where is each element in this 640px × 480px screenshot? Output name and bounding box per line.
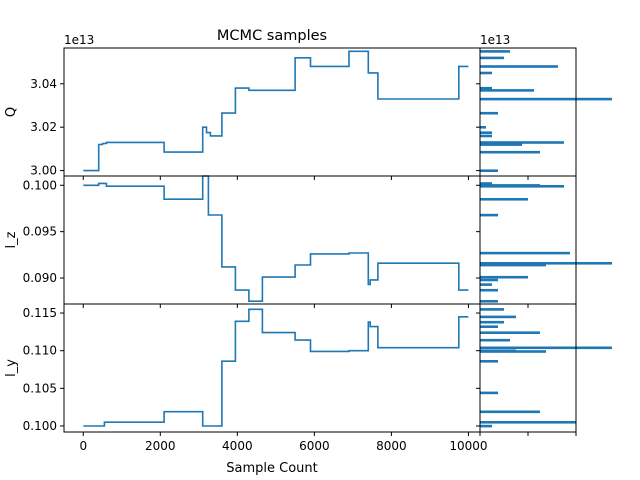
histogram-bar xyxy=(480,288,498,292)
trace-line xyxy=(83,308,469,427)
histogram-bar xyxy=(480,65,558,68)
x-tick-label: 2000 xyxy=(145,439,176,453)
y-tick-label: 3.00 xyxy=(30,164,57,178)
x-tick-label: 8000 xyxy=(376,439,407,453)
histogram-bar xyxy=(480,338,510,342)
y-tick-label: 0.110 xyxy=(23,344,57,358)
hist-offset-label: 1e13 xyxy=(480,33,510,47)
histogram-bar xyxy=(480,325,498,328)
histogram-bar xyxy=(480,275,528,279)
chart-title: MCMC samples xyxy=(217,28,327,44)
y-axis-label: Q xyxy=(4,107,19,117)
histogram-bar xyxy=(480,320,504,324)
histogram-bar xyxy=(480,424,492,428)
histogram-bar xyxy=(480,410,540,414)
histogram-bar xyxy=(480,262,612,265)
y-axis-label: l_z xyxy=(4,231,19,248)
histogram-bar xyxy=(480,134,492,138)
y-tick-label: 3.02 xyxy=(30,120,57,134)
histogram-bar xyxy=(480,169,498,172)
histogram-bar xyxy=(480,89,534,92)
y-tick-label: 0.100 xyxy=(23,419,57,433)
trace-axes-frame xyxy=(63,47,481,177)
histogram-bar xyxy=(480,182,492,185)
histogram-axes-frame xyxy=(479,175,577,305)
histogram-bar xyxy=(480,143,522,146)
histogram-bar xyxy=(480,50,510,53)
histogram-bar xyxy=(480,331,540,334)
histogram-bar xyxy=(480,71,492,75)
histogram-bar xyxy=(480,308,504,311)
y-axis-label: l_y xyxy=(4,359,19,377)
x-tick-label: 0 xyxy=(79,439,87,453)
histogram-bar xyxy=(480,315,516,319)
trace-axes-frame xyxy=(63,303,481,433)
x-tick-label: 4000 xyxy=(222,439,253,453)
x-tick-label: 10000 xyxy=(449,439,487,453)
y-tick-label: 0.100 xyxy=(23,178,57,192)
x-tick-label: 6000 xyxy=(299,439,330,453)
y-tick-label: 0.115 xyxy=(23,306,57,320)
panel-2: 0.100 0.105 0.110 0.115 l_y 0 2000 4000 6000 8000… xyxy=(4,303,612,453)
panel-1: 0.090 0.095 0.100 l_z xyxy=(4,175,612,308)
histogram-bar xyxy=(480,278,498,282)
histogram-bar xyxy=(480,97,612,101)
histogram-bar xyxy=(480,131,492,134)
histogram-bar xyxy=(480,300,498,303)
histogram-bar xyxy=(480,56,504,60)
x-axis-label: Sample Count xyxy=(226,461,317,476)
histogram-bar xyxy=(480,86,492,90)
histogram-bar xyxy=(480,185,564,188)
histogram-bar xyxy=(480,251,570,255)
trace-line xyxy=(83,175,469,302)
histogram-bar xyxy=(480,150,540,154)
trace-line xyxy=(83,50,469,172)
y-tick-label: 0.095 xyxy=(23,225,57,239)
y-tick-label: 0.105 xyxy=(23,381,57,395)
histogram-bar xyxy=(480,349,516,353)
histogram-bar xyxy=(480,141,564,144)
y-tick-label: 3.04 xyxy=(30,77,57,91)
histogram-bar xyxy=(480,346,612,350)
histogram-bar xyxy=(480,360,498,363)
histogram-bar xyxy=(480,283,492,286)
y-offset-label: 1e13 xyxy=(64,33,94,47)
y-tick-label: 0.090 xyxy=(23,271,57,285)
histogram-bar xyxy=(480,391,498,395)
histogram-bar xyxy=(480,126,486,129)
histogram-bar xyxy=(480,111,498,115)
trace-axes-frame xyxy=(63,175,481,305)
histogram-bar xyxy=(480,213,498,217)
panel-0: 3.00 3.02 3.04 Q 1e13 1e13 xyxy=(4,33,612,180)
histogram-bar xyxy=(480,198,528,201)
histogram-bar xyxy=(480,263,546,267)
histogram-bar xyxy=(480,421,576,424)
